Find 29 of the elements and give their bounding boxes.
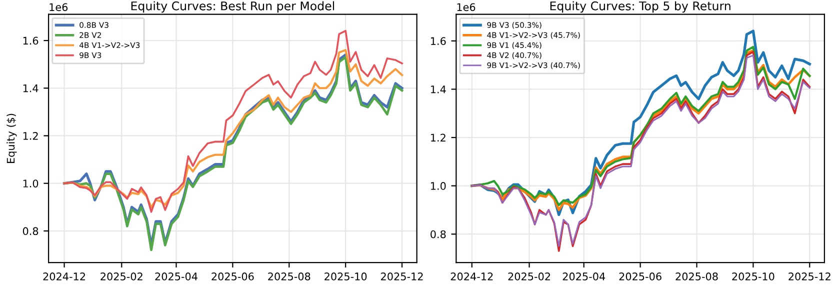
y-tick-label: 1.4 <box>431 86 446 94</box>
text: 1e6 <box>50 3 68 12</box>
x-tick-label: 2025-04 <box>155 272 198 280</box>
x-tick-label: 2024-12 <box>43 272 85 280</box>
y-tick-label: 1.0 <box>431 182 446 190</box>
x-tick-label: 2025-12 <box>788 272 830 280</box>
x-tick-label: 2025-10 <box>324 272 367 280</box>
y-tick-label: 1.4 <box>23 84 38 92</box>
y-tick-label: 1.6 <box>431 37 446 46</box>
y-tick-label: 1.2 <box>23 132 38 140</box>
x-tick-label: 2025-04 <box>562 272 606 280</box>
x-tick-label: 2025-06 <box>619 272 662 280</box>
y-tick-label: 1.0 <box>23 180 38 188</box>
y-axis-title: Equity ($) <box>6 114 17 163</box>
x-tick-label: 2025-02 <box>100 272 142 280</box>
x-tick-label: 2025-08 <box>676 272 718 280</box>
x-tick-label: 2025-10 <box>732 272 774 280</box>
chart-title: Equity Curves: Best Run per Model <box>131 1 334 13</box>
x-tick-label: 2025-12 <box>381 272 423 280</box>
x-tick-label: 2025-08 <box>268 272 310 280</box>
x-tick-label: 2025-06 <box>212 272 254 280</box>
y-tick-label: 0.8 <box>430 230 446 238</box>
y-tick-label: 1.6 <box>23 36 38 45</box>
x-tick-label: 2024-12 <box>450 272 493 280</box>
x-tick-label: 2025-02 <box>508 272 550 280</box>
y-tick-label: 0.8 <box>22 227 38 236</box>
y-tick-label: 1.2 <box>431 134 446 142</box>
chart-title: Equity Curves: Top 5 by Return <box>550 1 730 13</box>
text: 1e6 <box>457 3 476 12</box>
